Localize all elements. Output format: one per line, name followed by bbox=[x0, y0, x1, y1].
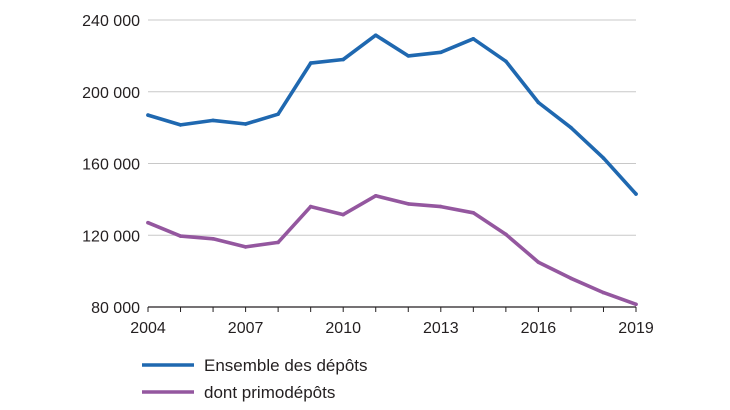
data-point bbox=[601, 290, 606, 295]
tick-labels: 80 000 120 000 160 000 200 000 240 000 2004 20… bbox=[82, 13, 654, 337]
data-point bbox=[178, 123, 183, 127]
data-point bbox=[439, 204, 443, 209]
data-point bbox=[178, 234, 183, 238]
data-point bbox=[276, 112, 280, 116]
y-tick-label: 240 000 bbox=[82, 13, 140, 30]
x-tick-label: 2007 bbox=[228, 320, 264, 337]
data-point bbox=[373, 193, 378, 198]
y-tick-label: 200 000 bbox=[82, 85, 140, 102]
data-point bbox=[471, 37, 476, 41]
legend-label: Ensemble des dépôts bbox=[204, 356, 368, 375]
data-point bbox=[536, 100, 541, 105]
data-point bbox=[569, 276, 573, 281]
data-point bbox=[601, 156, 606, 160]
data-point bbox=[569, 125, 573, 130]
y-tick-label: 80 000 bbox=[91, 300, 140, 317]
axes bbox=[147, 306, 637, 312]
data-point bbox=[406, 202, 411, 206]
data-point bbox=[211, 237, 215, 241]
y-tick-label: 120 000 bbox=[82, 228, 140, 245]
x-tick-label: 2019 bbox=[618, 320, 654, 337]
series-line-1 bbox=[146, 33, 638, 196]
series-line-2 bbox=[146, 194, 638, 307]
data-point bbox=[439, 50, 443, 55]
data-point bbox=[504, 232, 508, 237]
gridlines bbox=[148, 19, 636, 236]
x-tick-label: 2016 bbox=[521, 320, 557, 337]
data-point bbox=[308, 61, 313, 65]
data-point bbox=[373, 33, 378, 38]
series-lines bbox=[146, 33, 638, 307]
legend-label: dont primodépôts bbox=[204, 383, 335, 402]
data-point bbox=[276, 240, 280, 245]
data-point bbox=[146, 220, 150, 225]
data-point bbox=[243, 122, 248, 126]
data-point bbox=[146, 113, 150, 117]
data-point bbox=[536, 260, 541, 264]
x-tick-label: 2004 bbox=[130, 320, 166, 337]
data-point bbox=[406, 54, 411, 58]
data-point bbox=[341, 212, 346, 217]
data-point bbox=[634, 302, 638, 307]
y-tick-label: 160 000 bbox=[82, 157, 140, 174]
legend: Ensemble des dépôts dont primodépôts bbox=[142, 356, 368, 402]
data-point bbox=[504, 59, 508, 64]
data-point bbox=[471, 211, 476, 215]
data-point bbox=[634, 192, 638, 196]
x-tick-label: 2010 bbox=[325, 320, 361, 337]
data-point bbox=[243, 245, 248, 249]
x-tick-label: 2013 bbox=[423, 320, 459, 337]
data-point bbox=[308, 204, 313, 209]
data-point bbox=[211, 118, 215, 123]
data-point bbox=[341, 57, 346, 62]
